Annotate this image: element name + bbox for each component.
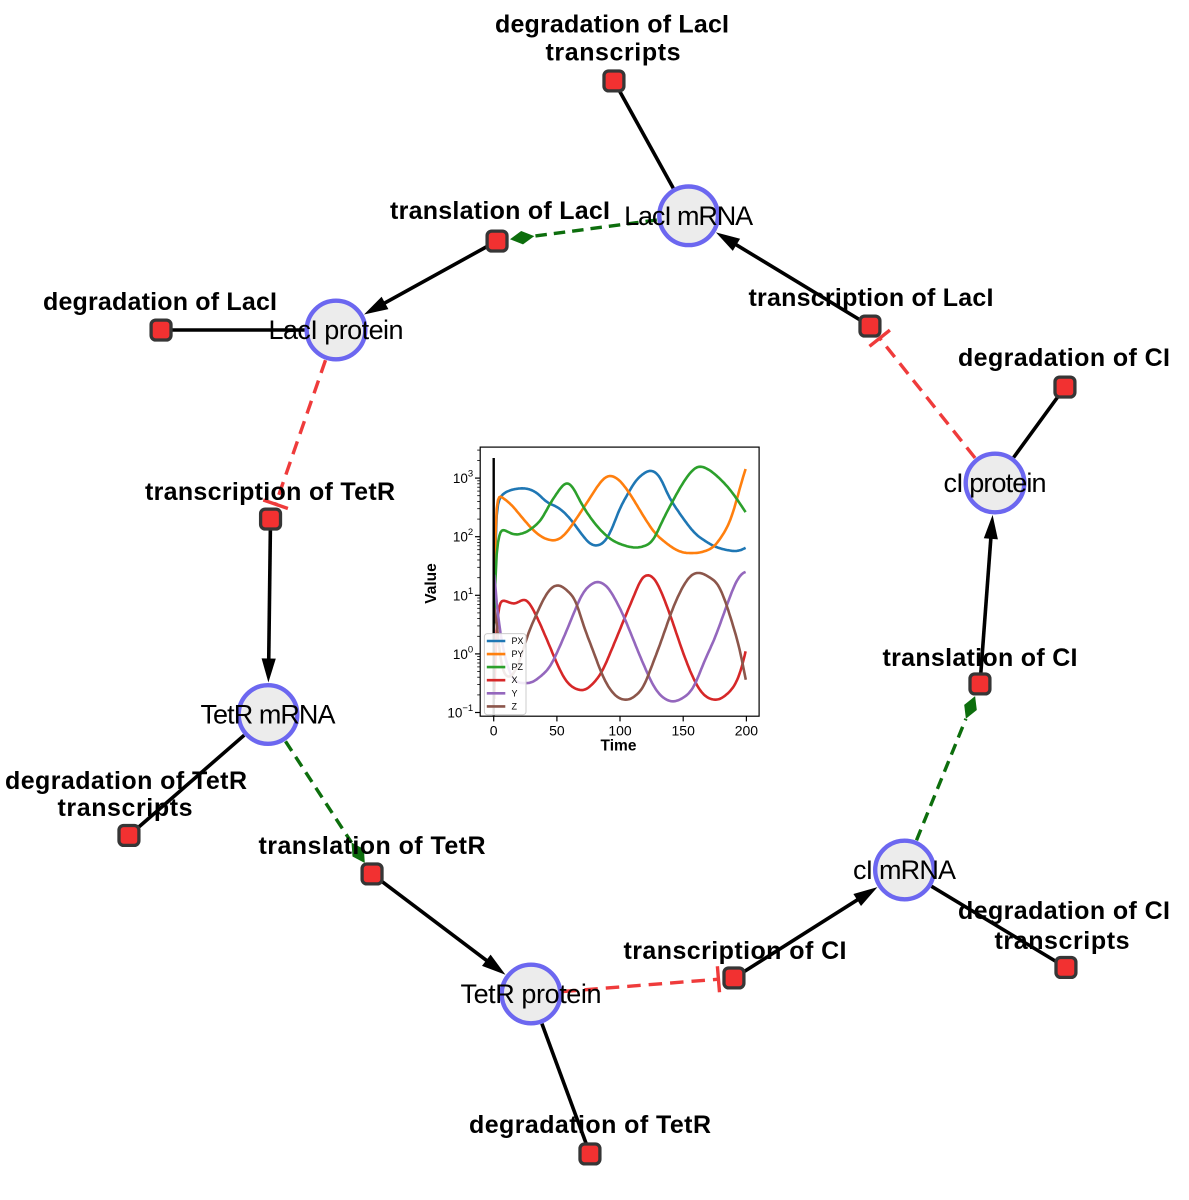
svg-text:Time: Time [601,738,637,755]
svg-text:TetR protein: TetR protein [461,979,602,1009]
svg-text:translation of LacI: translation of LacI [390,197,610,225]
svg-text:150: 150 [672,723,696,739]
svg-text:PY: PY [512,649,524,659]
svg-text:degradation of LacI: degradation of LacI [495,11,729,39]
svg-text:200: 200 [735,723,759,739]
svg-text:transcripts: transcripts [58,794,193,822]
svg-text:PZ: PZ [512,662,524,672]
svg-text:degradation of TetR: degradation of TetR [469,1111,711,1139]
svg-text:PX: PX [512,636,524,646]
svg-text:transcripts: transcripts [995,927,1130,955]
svg-text:0: 0 [490,723,498,739]
svg-text:transcription of LacI: transcription of LacI [749,284,994,312]
svg-text:cI protein: cI protein [944,468,1047,498]
svg-text:Y: Y [512,688,518,698]
svg-text:translation of CI: translation of CI [883,644,1078,672]
svg-text:degradation of CI: degradation of CI [958,344,1170,372]
svg-text:transcription of TetR: transcription of TetR [145,478,395,506]
svg-text:50: 50 [549,723,565,739]
svg-text:degradation of TetR: degradation of TetR [5,767,247,795]
svg-text:TetR mRNA: TetR mRNA [201,700,336,730]
svg-text:Z: Z [512,701,518,711]
svg-text:LacI mRNA: LacI mRNA [624,201,753,231]
svg-text:degradation of CI: degradation of CI [958,897,1170,925]
svg-text:100: 100 [608,723,632,739]
svg-text:transcripts: transcripts [546,39,681,67]
svg-text:Value: Value [423,563,440,604]
svg-text:translation of TetR: translation of TetR [259,832,486,860]
svg-text:transcription of CI: transcription of CI [624,937,847,965]
svg-text:LacI protein: LacI protein [269,315,404,345]
svg-text:X: X [512,675,518,685]
svg-text:cI mRNA: cI mRNA [853,855,956,885]
svg-text:degradation of LacI: degradation of LacI [43,288,277,316]
